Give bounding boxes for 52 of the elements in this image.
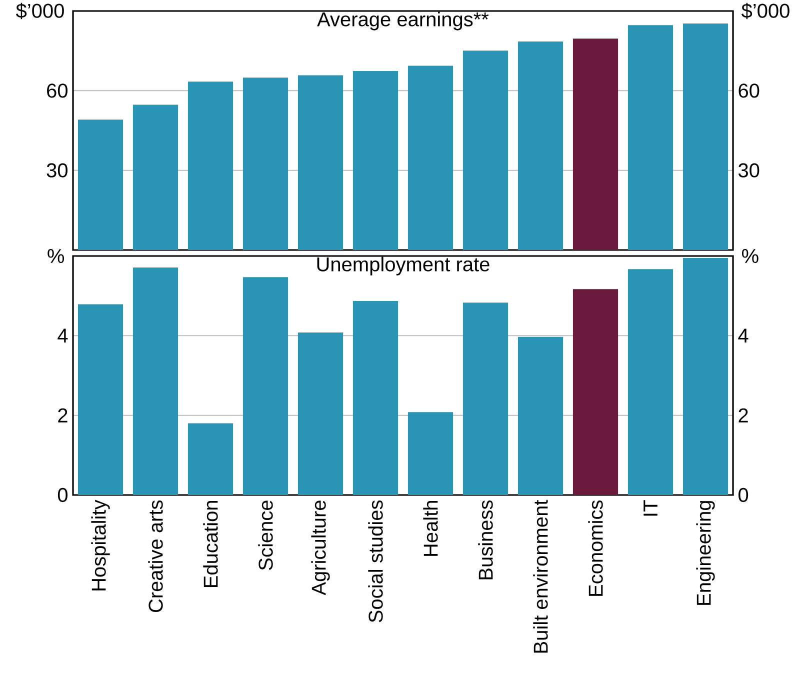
x-tick-label: Health — [423, 501, 438, 556]
x-tick-label: Science — [258, 500, 273, 570]
bar — [572, 289, 618, 495]
y2-tick-label: 4 — [738, 328, 748, 343]
x-tick-label: Business — [478, 500, 493, 580]
x-tick-label: IT — [644, 500, 658, 516]
y2-tick-label: 60 — [738, 84, 760, 98]
bar — [242, 277, 288, 495]
bar — [298, 332, 344, 495]
x-tick-label: Education — [203, 501, 218, 588]
y-tick-label: 60 — [47, 84, 68, 98]
bar — [132, 268, 178, 495]
y-tick-label: 2 — [58, 408, 68, 422]
chart-title: Unemployment rate — [317, 256, 490, 276]
y-tick-label: 0 — [58, 488, 68, 502]
x-tick-label: Engineering — [696, 501, 715, 605]
x-tick-label: Built environment — [533, 500, 548, 653]
x-tick-label: Economics — [588, 500, 603, 596]
bar — [352, 301, 398, 495]
bar — [242, 78, 288, 250]
bar — [408, 412, 454, 495]
bar — [298, 75, 344, 250]
bar — [78, 304, 124, 495]
chart-title: Average earnings** — [317, 12, 489, 30]
bar — [572, 38, 618, 250]
bar — [78, 120, 124, 250]
bar — [682, 258, 728, 495]
bar — [132, 104, 178, 250]
x-tick-label: Hospitality — [91, 500, 110, 590]
bar — [682, 23, 728, 250]
x-tick-label: Agriculture — [311, 500, 330, 596]
x-tick-label: Creative arts — [148, 500, 163, 612]
bar — [462, 302, 508, 495]
bar — [188, 82, 234, 250]
bar — [462, 50, 508, 250]
y-tick-label: 4 — [58, 328, 68, 343]
bar — [188, 423, 234, 495]
bar — [628, 269, 674, 495]
bar — [628, 25, 674, 250]
y2-tick-label: 0 — [738, 488, 748, 502]
bar — [518, 42, 564, 250]
x-tick-label: Social studies — [368, 500, 383, 622]
y2-tick-label: 2 — [738, 408, 748, 422]
bar — [408, 66, 454, 250]
y-tick-label: 30 — [46, 163, 68, 178]
y2-axis-title: % — [742, 249, 758, 264]
y-axis-title: % — [48, 249, 64, 264]
bar — [352, 71, 398, 250]
y2-tick-label: 30 — [738, 163, 760, 178]
y-axis-title: $’000 — [16, 2, 64, 20]
bar — [518, 336, 564, 495]
y2-axis-title: $’000 — [742, 2, 790, 20]
